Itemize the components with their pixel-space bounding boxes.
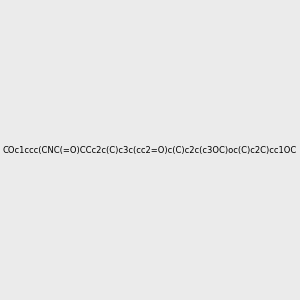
Text: COc1ccc(CNC(=O)CCc2c(C)c3c(cc2=O)c(C)c2c(c3OC)oc(C)c2C)cc1OC: COc1ccc(CNC(=O)CCc2c(C)c3c(cc2=O)c(C)c2c…: [3, 146, 297, 154]
